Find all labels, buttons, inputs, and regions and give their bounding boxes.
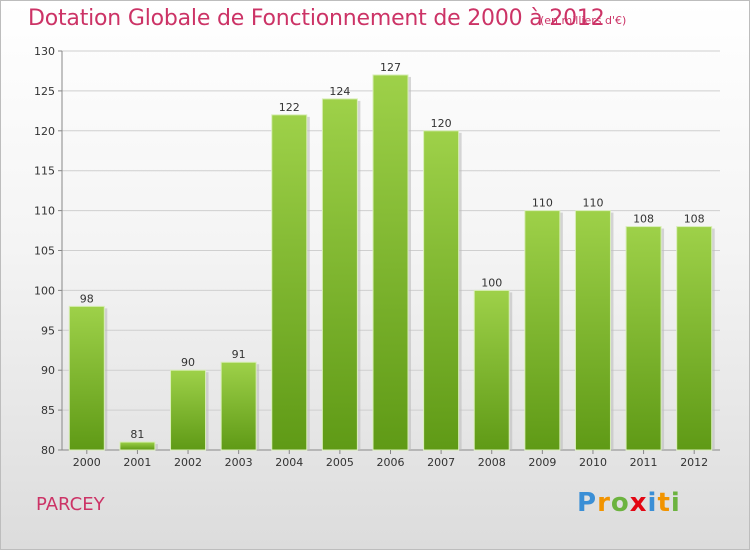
y-tick-label: 85 bbox=[41, 404, 55, 417]
logo-letter: r bbox=[597, 488, 611, 518]
bar-2008 bbox=[473, 289, 510, 451]
y-tick-label: 105 bbox=[34, 245, 55, 258]
x-tick-label: 2004 bbox=[275, 456, 303, 469]
y-tick-label: 120 bbox=[34, 125, 55, 138]
data-label: 90 bbox=[181, 356, 195, 369]
y-tick-label: 110 bbox=[34, 205, 55, 218]
bar-2009 bbox=[524, 210, 561, 451]
data-label: 98 bbox=[80, 292, 94, 305]
bar-2004 bbox=[271, 114, 308, 451]
y-tick-label: 115 bbox=[34, 165, 55, 178]
x-tick-label: 2007 bbox=[427, 456, 455, 469]
x-tick-label: 2010 bbox=[579, 456, 607, 469]
y-tick-label: 80 bbox=[41, 444, 55, 457]
x-tick-label: 2005 bbox=[326, 456, 354, 469]
data-label: 110 bbox=[582, 197, 603, 210]
x-tick-label: 2002 bbox=[174, 456, 202, 469]
data-label: 124 bbox=[329, 85, 350, 98]
data-label: 100 bbox=[481, 276, 502, 289]
logo-letter: x bbox=[629, 488, 648, 518]
y-tick-label: 90 bbox=[41, 364, 55, 377]
x-tick-label: 2000 bbox=[73, 456, 101, 469]
chart-title: Dotation Globale de Fonctionnement de 20… bbox=[28, 6, 605, 31]
x-tick-label: 2012 bbox=[680, 456, 708, 469]
data-label: 108 bbox=[633, 213, 654, 226]
x-tick-label: 2011 bbox=[630, 456, 658, 469]
bar-2010 bbox=[574, 210, 611, 451]
logo-letter: o bbox=[610, 488, 630, 518]
place-name: PARCEY bbox=[36, 494, 105, 515]
logo-letter: t bbox=[657, 488, 671, 518]
y-tick-label: 125 bbox=[34, 85, 55, 98]
y-tick-label: 130 bbox=[34, 45, 55, 58]
data-label: 122 bbox=[279, 101, 300, 114]
data-label: 81 bbox=[130, 428, 144, 441]
y-tick-label: 95 bbox=[41, 324, 55, 337]
bar-2007 bbox=[423, 130, 460, 451]
bar-2005 bbox=[321, 98, 358, 451]
bar-2011 bbox=[625, 226, 662, 451]
logo-letter: P bbox=[577, 488, 598, 518]
logo-letter: i bbox=[647, 488, 658, 518]
data-label: 120 bbox=[431, 117, 452, 130]
x-tick-label: 2001 bbox=[123, 456, 151, 469]
chart-subtitle: (en milliers d'€) bbox=[540, 14, 627, 27]
y-tick-label: 100 bbox=[34, 284, 55, 297]
bar-2002 bbox=[170, 369, 207, 451]
x-tick-label: 2006 bbox=[377, 456, 405, 469]
bar-2001 bbox=[119, 441, 156, 451]
bar-2003 bbox=[220, 361, 257, 451]
logo-letter: i bbox=[670, 488, 681, 518]
bar-2000 bbox=[68, 305, 105, 451]
data-label: 110 bbox=[532, 197, 553, 210]
x-tick-label: 2009 bbox=[528, 456, 556, 469]
bar-2006 bbox=[372, 74, 409, 451]
proxiti-logo: Proxiti bbox=[577, 488, 681, 518]
x-tick-label: 2003 bbox=[225, 456, 253, 469]
x-tick-label: 2008 bbox=[478, 456, 506, 469]
data-label: 91 bbox=[232, 348, 246, 361]
bar-2012 bbox=[676, 226, 713, 451]
data-label: 127 bbox=[380, 61, 401, 74]
data-label: 108 bbox=[684, 213, 705, 226]
